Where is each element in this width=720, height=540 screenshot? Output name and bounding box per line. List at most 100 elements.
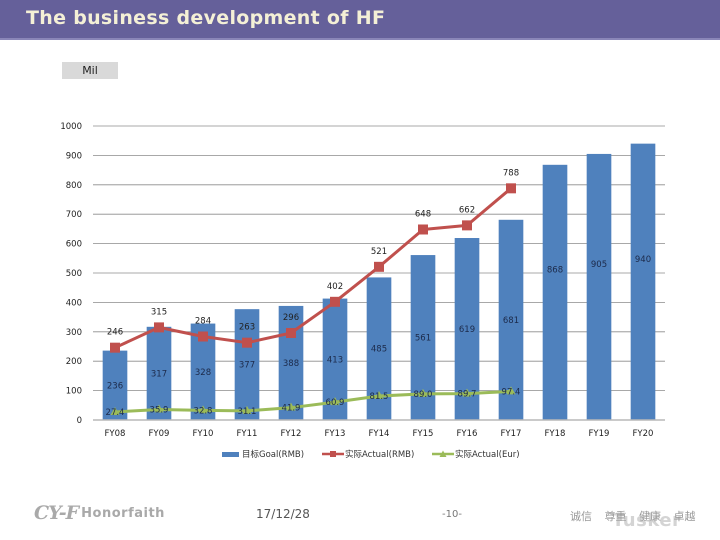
page-number: -10- (442, 509, 462, 520)
actual-eur-line (114, 389, 512, 414)
x-tick-label: FY18 (545, 429, 566, 439)
legend-label-goal: 目标Goal(RMB) (242, 450, 305, 460)
actual-eur-marker (374, 391, 384, 400)
actual-rmb-marker (154, 322, 164, 333)
unit-label: Mil (62, 62, 118, 79)
actual-rmb-marker (242, 337, 252, 348)
legend-swatch-goal (222, 451, 239, 457)
goal-data-label: 377 (239, 361, 255, 371)
y-tick-label: 900 (66, 151, 82, 161)
actual-rmb-marker (286, 327, 296, 338)
actual-eur-data-label: 97.4 (502, 387, 521, 397)
goal-data-label: 236 (107, 381, 123, 391)
axes: 0 100 200 300 400 500 600 700 800 900 1000 FY08 FY09… (60, 122, 665, 439)
x-tick-label: FY17 (501, 429, 522, 439)
actual-rmb-marker (506, 183, 516, 194)
legend-item-actual-eur: 实际Actual(Eur) (432, 448, 520, 460)
motto-word: 健康 (639, 510, 661, 523)
actual-rmb-marker (418, 224, 428, 235)
y-tick-label: 200 (66, 357, 82, 367)
legend-label-actual-eur: 实际Actual(Eur) (455, 450, 520, 460)
watermark: Tusker (612, 510, 682, 531)
goal-bar (542, 164, 568, 420)
motto-word: 卓越 (673, 510, 696, 523)
goal-bar (586, 153, 612, 420)
legend-swatch-actual-eur (432, 450, 454, 457)
goal-data-label: 561 (415, 334, 431, 344)
actual-eur-marker (154, 404, 164, 413)
actual-rmb-data-label: 263 (239, 323, 255, 333)
x-tick-label: FY16 (457, 429, 478, 439)
y-tick-label: 100 (66, 387, 82, 397)
actual-rmb-data-label: 788 (503, 168, 519, 178)
goal-bar (234, 309, 260, 420)
x-tick-label: FY14 (369, 429, 390, 439)
actual-eur-marker (286, 402, 296, 411)
actual-eur-marker (462, 388, 472, 397)
combo-chart: 236 317 328 377 388 413 485 561 619 681 868 905 940 2… (60, 122, 665, 439)
goal-data-label: 388 (283, 359, 299, 369)
actual-rmb-line (114, 187, 512, 350)
actual-rmb-data-label: 402 (327, 282, 343, 292)
actual-rmb-marker (374, 261, 384, 272)
logo-mark: CY-F (34, 502, 79, 524)
y-tick-label: 0 (77, 416, 82, 426)
x-tick-label: FY15 (413, 429, 434, 439)
actual-eur-data-label: 89.0 (414, 390, 433, 400)
y-tick-label: 300 (66, 328, 82, 338)
y-tick-label: 800 (66, 181, 82, 191)
goal-data-label: 328 (195, 368, 211, 378)
logo-text: Honorfaith (81, 505, 165, 521)
actual-rmb-marker (462, 220, 472, 231)
actual-eur-marker (506, 386, 516, 395)
goal-data-label: 485 (371, 345, 387, 355)
goal-data-label: 905 (591, 260, 607, 270)
actual-rmb-data-label: 662 (459, 205, 475, 215)
actual-eur-data-label: 81.5 (370, 392, 389, 402)
actual-rmb-data-label: 315 (151, 307, 167, 317)
actual-rmb-data-label: 648 (415, 209, 431, 219)
actual-eur-data-label: 41.9 (282, 404, 301, 414)
legend-label-actual-rmb: 实际Actual(RMB) (345, 450, 415, 460)
x-tick-label: FY19 (589, 429, 610, 439)
x-tick-label: FY13 (325, 429, 346, 439)
x-tick-label: FY10 (193, 429, 214, 439)
actual-rmb-series (110, 183, 516, 353)
x-tick-label: FY08 (105, 429, 126, 439)
actual-eur-marker (330, 397, 340, 406)
actual-eur-series (110, 386, 516, 415)
actual-eur-data-label: 89.7 (458, 390, 477, 400)
actual-eur-data-label: 60.9 (326, 398, 345, 408)
y-tick-label: 500 (66, 269, 82, 279)
footer-motto: 诚信 尊重 健康 卓越 (570, 508, 705, 524)
goal-data-label: 940 (635, 255, 651, 265)
legend-item-goal: 目标Goal(RMB) (222, 448, 304, 460)
actual-rmb-marker (330, 296, 340, 307)
actual-eur-data-label: 31.1 (238, 407, 257, 417)
actual-eur-marker (418, 388, 428, 397)
goal-bars (102, 143, 656, 420)
actual-rmb-data-label: 284 (195, 317, 211, 327)
data-labels: 236 317 328 377 388 413 485 561 619 681 868 905 940 2… (106, 168, 652, 418)
actual-rmb-marker (110, 342, 120, 353)
title-bar: The business development of HF (0, 0, 720, 40)
legend-swatch-actual-rmb (322, 451, 344, 457)
goal-data-label: 681 (503, 316, 519, 326)
motto-word: 诚信 (570, 510, 592, 523)
goal-bar (630, 143, 656, 420)
actual-eur-data-label: 27.4 (106, 408, 125, 418)
actual-rmb-data-label: 246 (107, 328, 123, 338)
actual-rmb-data-label: 296 (283, 313, 299, 323)
actual-eur-data-label: 32.8 (194, 406, 213, 416)
goal-data-label: 413 (327, 355, 343, 365)
goal-bar (278, 305, 304, 420)
y-tick-label: 700 (66, 210, 82, 220)
goal-data-label: 619 (459, 325, 475, 335)
chart-legend: 目标Goal(RMB) 实际Actual(RMB) 实际Actual(Eur) (0, 448, 720, 464)
actual-eur-marker (198, 405, 208, 414)
motto-word: 尊重 (604, 510, 627, 523)
y-tick-label: 1000 (60, 122, 82, 132)
y-tick-label: 400 (66, 298, 82, 308)
gridlines (93, 125, 665, 392)
actual-rmb-marker (198, 331, 208, 342)
